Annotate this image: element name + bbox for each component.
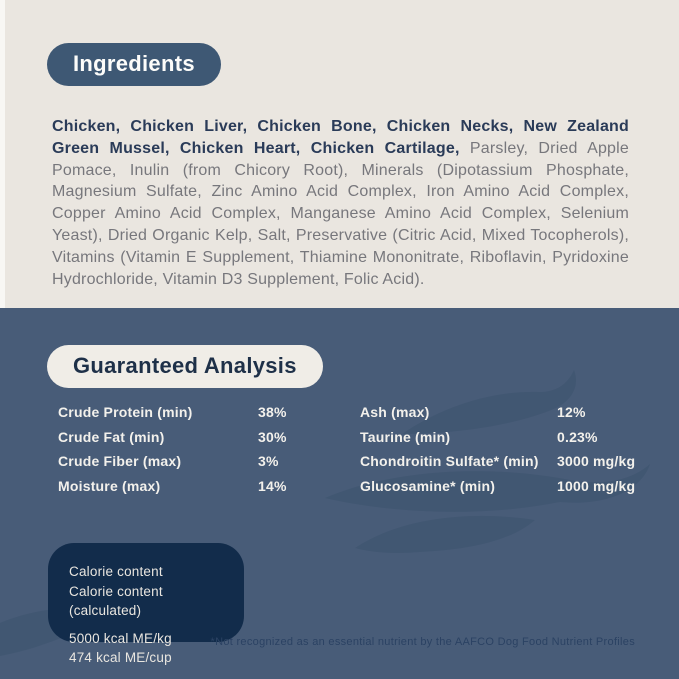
nutrition-column-right: Ash (max) 12% Taurine (min) 0.23% Chondr… (360, 404, 638, 503)
nutrient-value: 30% (258, 428, 287, 445)
table-row: Ash (max) 12% (360, 404, 638, 429)
table-row: Glucosamine* (min) 1000 mg/kg (360, 478, 638, 503)
nutrient-label: Taurine (min) (360, 428, 451, 445)
nutrition-table: Crude Protein (min) 38% Crude Fat (min) … (58, 404, 638, 503)
ingredients-secondary-list: Parsley, Dried Apple Pomace, Inulin (fro… (52, 139, 629, 288)
calorie-content-box: Calorie content Calorie content (calcula… (48, 543, 244, 665)
nutrient-value: 0.23% (557, 428, 598, 445)
ingredients-section: Ingredients Chicken, Chicken Liver, Chic… (0, 0, 679, 308)
nutrient-value: 1000 mg/kg (557, 478, 636, 495)
nutrient-value: 12% (557, 404, 586, 420)
nutrient-label: Chondroitin Sulfate* (min) (360, 453, 539, 470)
guaranteed-analysis-heading-badge: Guaranteed Analysis (47, 345, 323, 388)
table-row: Crude Protein (min) 38% (58, 404, 360, 429)
left-edge-strip (0, 0, 5, 308)
table-row: Chondroitin Sulfate* (min) 3000 mg/kg (360, 453, 638, 478)
nutrient-label: Crude Fiber (max) (58, 453, 182, 470)
nutrient-value: 3% (258, 453, 279, 470)
nutrition-column-left: Crude Protein (min) 38% Crude Fat (min) … (58, 404, 360, 503)
calorie-values: 5000 kcal ME/kg 474 kcal ME/cup (69, 629, 230, 668)
nutrient-label: Crude Protein (min) (58, 404, 193, 420)
calorie-value-line: 474 kcal ME/cup (69, 650, 172, 665)
ingredients-paragraph: Chicken, Chicken Liver, Chicken Bone, Ch… (52, 116, 629, 290)
ingredients-heading-badge: Ingredients (47, 43, 221, 86)
guaranteed-analysis-section: Guaranteed Analysis Crude Protein (min) … (0, 308, 679, 679)
calorie-title-line: Calorie content (calculated) (69, 583, 163, 619)
table-row: Crude Fat (min) 30% (58, 429, 360, 454)
table-row: Moisture (max) 14% (58, 478, 360, 503)
nutrient-label: Crude Fat (min) (58, 428, 165, 445)
calorie-value-line: 5000 kcal ME/kg (69, 630, 172, 646)
nutrient-value: 38% (258, 404, 287, 420)
ingredients-primary-list: Chicken, Chicken Liver, Chicken Bone, Ch… (52, 118, 629, 157)
nutrient-label: Ash (max) (360, 404, 430, 420)
nutrient-value: 14% (258, 478, 287, 495)
table-row: Taurine (min) 0.23% (360, 429, 638, 454)
nutrient-value: 3000 mg/kg (557, 453, 636, 470)
table-row: Crude Fiber (max) 3% (58, 453, 360, 478)
nutrient-label: Glucosamine* (min) (360, 478, 496, 495)
aafco-footnote: *Not recognized as an essential nutrient… (210, 636, 635, 648)
nutrient-label: Moisture (max) (58, 478, 161, 495)
calorie-title-line: Calorie content (69, 564, 163, 579)
